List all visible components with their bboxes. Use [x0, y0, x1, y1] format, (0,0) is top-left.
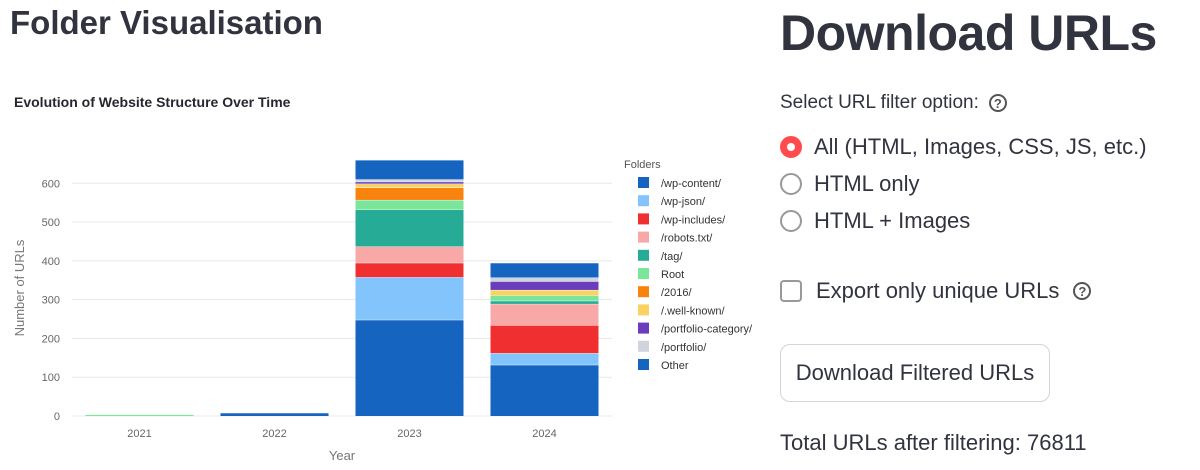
unique-urls-checkbox-row[interactable]: Export only unique URLs ?: [780, 278, 1092, 304]
x-tick-label: 2022: [262, 428, 286, 440]
question-circle-icon[interactable]: ?: [1073, 282, 1092, 300]
legend-item-label: /.well-known/: [661, 305, 726, 317]
x-axis-title: Year: [329, 448, 356, 463]
legend-swatch: [638, 213, 649, 225]
page-title-folder-visualisation: Folder Visualisation: [10, 4, 323, 41]
bar-segment: [355, 179, 464, 182]
y-tick-label: 300: [42, 295, 60, 307]
legend-swatch: [638, 268, 649, 279]
legend-swatch: [638, 177, 649, 188]
bar-segment: [355, 277, 464, 320]
legend-item-label: /wp-content/: [661, 178, 722, 190]
bar-segment: [220, 412, 329, 416]
legend-swatch: [638, 322, 649, 334]
bar-segment: [355, 262, 464, 278]
bar-segment: [355, 209, 464, 247]
legend-item-label: /2016/: [661, 287, 693, 299]
legend-swatch: [638, 286, 649, 298]
legend-item-label: /wp-includes/: [661, 214, 726, 226]
x-tick-label: 2024: [532, 428, 556, 440]
x-tick-label: 2023: [397, 428, 421, 440]
legend-item-label: /portfolio/: [661, 342, 707, 354]
legend-swatch: [638, 195, 649, 207]
legend-item-label: /tag/: [661, 251, 683, 263]
bar-segment: [355, 160, 464, 180]
y-tick-label: 0: [54, 411, 60, 423]
stacked-bar-chart: 0 100 200 300 400 500 600 2021 2022 2023 2024 Year N…: [12, 159, 753, 463]
legend-swatch: [638, 359, 649, 370]
bar-segment: [490, 300, 599, 304]
bar-segment: [85, 414, 194, 416]
bar-segment: [490, 281, 599, 290]
y-tick-label: 400: [42, 256, 60, 268]
radio-label-html-images: HTML + Images: [814, 208, 971, 233]
bar-segment: [355, 187, 464, 200]
url-filter-label: Select URL filter option: ?: [780, 92, 1007, 114]
x-tick-label: 2021: [127, 428, 151, 440]
legend-item-label: /portfolio-category/: [661, 324, 753, 336]
total-urls-text: Total URLs after filtering: 76811: [780, 430, 1087, 455]
bar-segment: [490, 325, 599, 354]
page-title-download-urls: Download URLs: [780, 5, 1157, 61]
unique-urls-checkbox[interactable]: [780, 280, 802, 302]
bar-segment: [490, 295, 599, 301]
y-axis-title: Number of URLs: [12, 239, 27, 336]
bar-segment: [490, 262, 599, 278]
legend-swatch: [638, 231, 649, 243]
radio-button[interactable]: [780, 210, 802, 232]
legend-swatch: [638, 304, 649, 316]
legend-item-label: Root: [661, 269, 684, 281]
bar-segment: [490, 364, 599, 416]
question-circle-icon[interactable]: ?: [988, 94, 1007, 112]
unique-urls-label: Export only unique URLs: [816, 278, 1060, 303]
bar-segment: [490, 353, 599, 365]
radio-label-html-only: HTML only: [814, 171, 920, 196]
y-tick-label: 100: [42, 372, 60, 384]
legend-swatch: [638, 249, 649, 261]
radio-option-all[interactable]: All (HTML, Images, CSS, JS, etc.): [780, 134, 1147, 160]
y-tick-label: 600: [42, 178, 60, 190]
radio-option-html-only[interactable]: HTML only: [780, 171, 920, 197]
bar-segment: [490, 303, 599, 326]
legend-item-label: /wp-json/: [661, 196, 706, 208]
radio-label-all: All (HTML, Images, CSS, JS, etc.): [814, 134, 1147, 159]
bar-segment: [490, 289, 599, 296]
url-filter-label-text: Select URL filter option:: [780, 92, 979, 113]
bar-segment: [355, 183, 464, 188]
y-tick-label: 500: [42, 217, 60, 229]
bar-segment: [355, 319, 464, 416]
chart-title: Evolution of Website Structure Over Time: [14, 94, 291, 110]
legend-item-label: Other: [661, 360, 689, 372]
bar-segment: [490, 277, 599, 282]
bar-segment: [355, 181, 464, 184]
legend-title: Folders: [624, 159, 661, 171]
radio-button[interactable]: [780, 173, 802, 195]
radio-button-selected[interactable]: [780, 136, 802, 158]
legend-item-label: /robots.txt/: [661, 233, 713, 245]
legend-swatch: [638, 340, 649, 352]
bar-segment: [355, 199, 464, 210]
bar-segment: [355, 246, 464, 263]
radio-option-html-images[interactable]: HTML + Images: [780, 208, 970, 234]
download-filtered-urls-button[interactable]: Download Filtered URLs: [780, 344, 1050, 402]
y-tick-label: 200: [42, 333, 60, 345]
